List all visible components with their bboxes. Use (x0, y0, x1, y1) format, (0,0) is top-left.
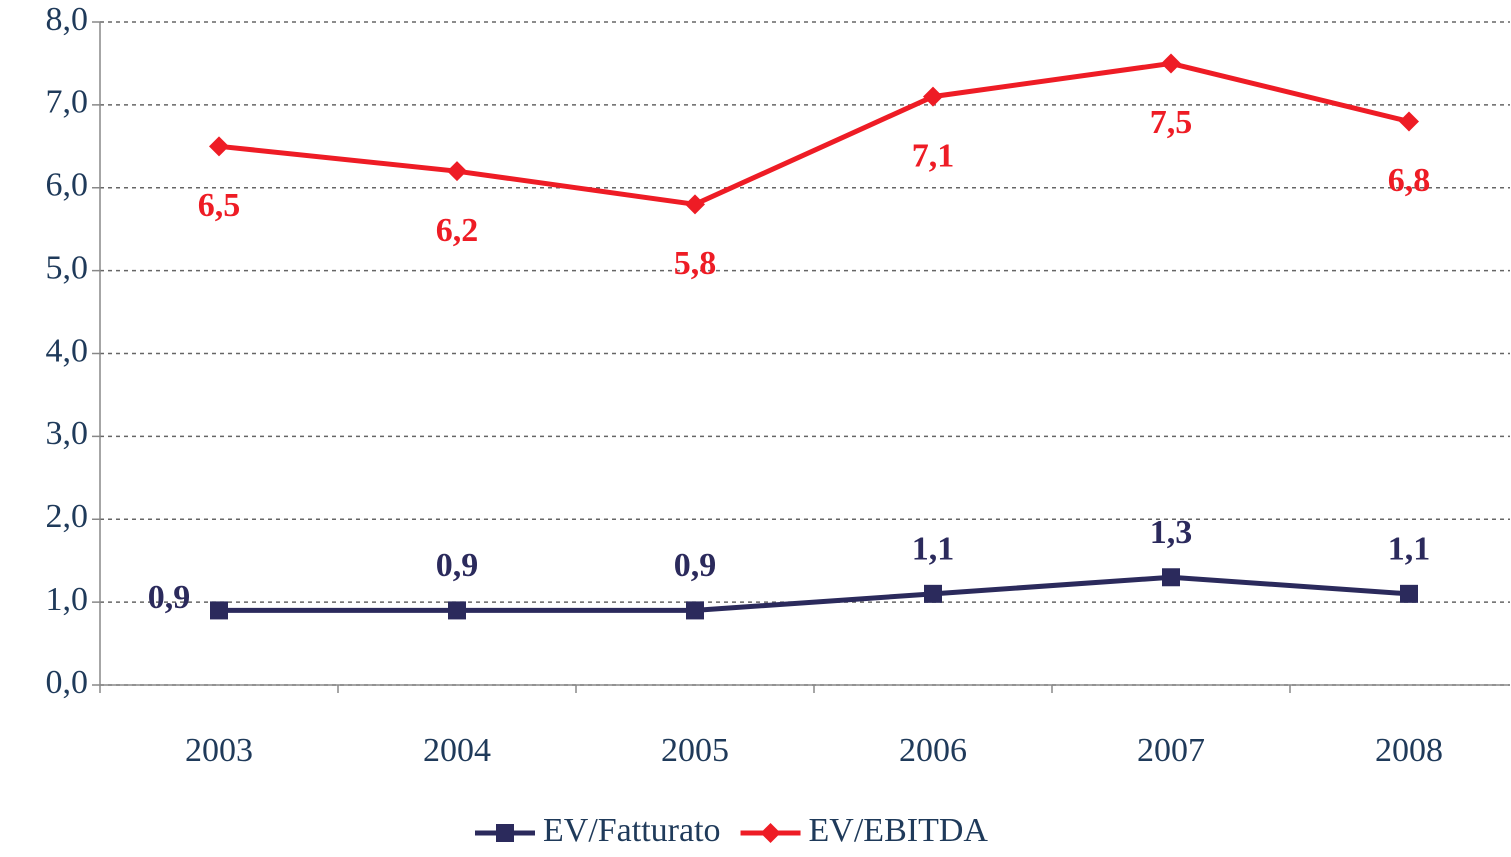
marker (685, 194, 705, 215)
x-tick-label: 2005 (661, 732, 729, 769)
data-label: 1,1 (912, 531, 955, 568)
data-label: 0,9 (674, 547, 717, 584)
x-tick-label: 2004 (423, 732, 491, 769)
data-label: 1,3 (1150, 514, 1193, 551)
marker (923, 86, 943, 107)
data-label: 6,5 (198, 187, 241, 224)
y-tick-label: 5,0 (46, 249, 89, 286)
data-label: 7,1 (912, 137, 955, 174)
y-tick-label: 1,0 (46, 581, 89, 618)
y-tick-label: 7,0 (46, 84, 89, 121)
legend-marker (760, 823, 781, 843)
data-label: 6,8 (1388, 162, 1431, 199)
y-tick-label: 8,0 (46, 1, 89, 38)
data-label: 1,1 (1388, 531, 1431, 568)
series-line (219, 574, 1410, 613)
y-tick-label: 3,0 (46, 415, 89, 452)
y-tick-label: 0,0 (46, 664, 89, 701)
legend-marker (496, 824, 514, 842)
x-tick-label: 2003 (185, 732, 253, 769)
legend-label: EV/Fatturato (543, 812, 721, 849)
legend-label: EV/EBITDA (809, 812, 989, 849)
data-label: 7,5 (1150, 104, 1193, 141)
marker (447, 161, 467, 182)
data-label: 5,8 (674, 245, 717, 282)
x-tick-label: 2006 (899, 732, 967, 769)
marker (1162, 568, 1180, 587)
data-label: 0,9 (148, 579, 191, 616)
data-label: 6,2 (436, 212, 479, 249)
x-tick-label: 2007 (1137, 732, 1205, 769)
x-tick-label: 2008 (1375, 732, 1443, 769)
marker (924, 584, 942, 603)
marker (210, 601, 228, 620)
marker (448, 601, 466, 620)
marker (1400, 584, 1418, 603)
marker (686, 601, 704, 620)
marker (1399, 111, 1419, 132)
y-tick-label: 6,0 (46, 167, 89, 204)
marker (1161, 53, 1181, 74)
marker (209, 136, 229, 157)
y-tick-label: 4,0 (46, 332, 89, 369)
data-label: 0,9 (436, 547, 479, 584)
y-tick-label: 2,0 (46, 498, 89, 535)
series-line (218, 60, 1410, 207)
